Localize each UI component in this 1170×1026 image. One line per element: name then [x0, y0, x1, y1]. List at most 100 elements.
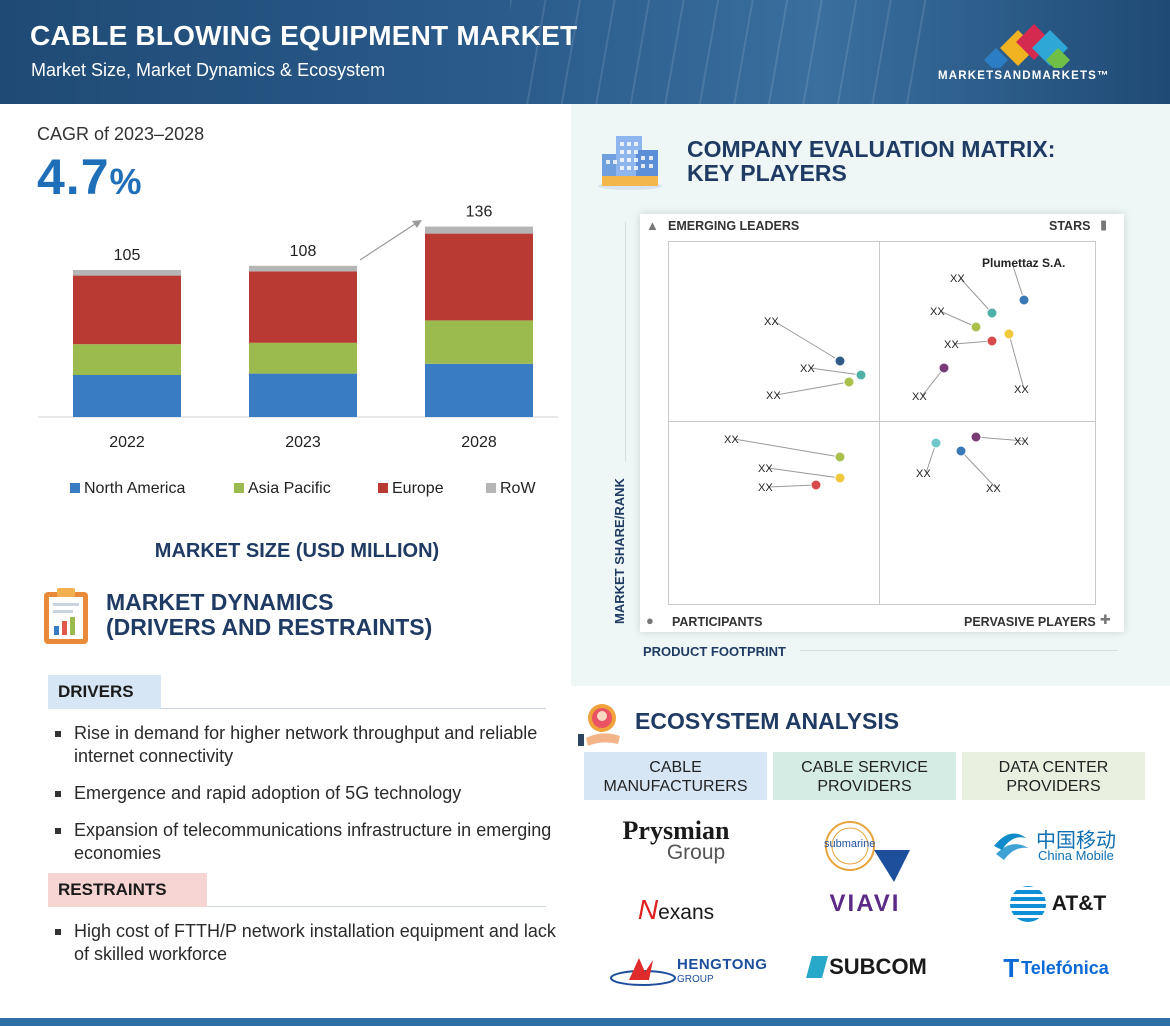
header-line: PROVIDERS: [817, 778, 912, 795]
bar-segment-europe: [73, 275, 181, 345]
company-dot: [843, 376, 855, 388]
bar-segment-europe: [425, 233, 533, 321]
cagr-unit: %: [109, 161, 143, 202]
bar-segment-asia-pacific: [73, 344, 181, 375]
nexans-wordmark: exans: [658, 901, 715, 924]
market-dynamics-title-line1: MARKET DYNAMICS: [106, 589, 334, 615]
drivers-list: Rise in demand for higher network throug…: [52, 722, 552, 879]
matrix-frame: [640, 214, 1124, 632]
subcom-mark-icon: [806, 956, 829, 978]
bar-segment-row: [249, 265, 357, 272]
bar-rank-icon: ▮: [1100, 217, 1108, 232]
att-globe-icon: [1009, 886, 1046, 922]
telefonica-t-icon: T: [1003, 953, 1020, 983]
bar-segment-asia-pacific: [425, 320, 533, 364]
quadrant-pervasive-players: PERVASIVE PLAYERS: [964, 615, 1096, 629]
legend-swatch: [378, 483, 388, 493]
leader-line: [733, 438, 841, 458]
submarine-emblem-icon: [825, 821, 910, 882]
company-label: XX: [764, 316, 779, 328]
leader-line: [953, 340, 993, 345]
prysmian-group-wordmark: Group: [666, 841, 726, 864]
matrix-title-line1: COMPANY EVALUATION MATRIX:: [687, 136, 1056, 162]
hengtong-wordmark: HENGTONG: [677, 956, 768, 973]
viavi-logo: VIAVI: [829, 890, 901, 917]
hengtong-logo: HENGTONG GROUP: [609, 952, 767, 992]
nexans-n-icon: N: [637, 894, 659, 925]
quadrant-stars: STARS: [1049, 219, 1091, 233]
bar-total-label: 136: [466, 204, 493, 221]
prysmian-logo: Prysmian Group: [620, 816, 732, 864]
x-axis-label: PRODUCT FOOTPRINT: [643, 644, 786, 659]
company-label: XX: [1014, 384, 1029, 396]
company-dot: [1018, 294, 1030, 306]
china-mobile-logo: 中国移动 China Mobile: [990, 822, 1120, 868]
leader-line: [975, 436, 1025, 442]
company-label: XX: [758, 482, 773, 494]
company-dot: [810, 479, 822, 491]
drivers-tag: DRIVERS: [48, 675, 161, 709]
page-title: CABLE BLOWING EQUIPMENT MARKET: [30, 20, 578, 51]
leader-line: [767, 484, 817, 488]
ecosystem-header-cable-service-providers: CABLE SERVICE PROVIDERS: [773, 752, 956, 800]
driver-item: Emergence and rapid adoption of 5G techn…: [52, 782, 552, 805]
growth-icon: ▲: [646, 218, 659, 233]
restraint-item: High cost of FTTH/P network installation…: [52, 920, 572, 966]
brand-logo[interactable]: MARKETSANDMARKETS™: [938, 18, 1138, 88]
bar-segment-north-america: [73, 375, 181, 417]
prysmian-wordmark: Prysmian: [622, 816, 730, 845]
category-label: 2028: [461, 434, 497, 451]
drivers-divider: [161, 708, 546, 709]
bar-segment-north-america: [425, 363, 533, 417]
hengtong-group-wordmark: GROUP: [677, 974, 714, 985]
company-dot: [938, 362, 950, 374]
header-line: CABLE SERVICE: [801, 759, 928, 776]
matrix-title-line2: KEY PLAYERS: [687, 160, 847, 186]
legend-swatch: [70, 483, 80, 493]
company-label: XX: [800, 363, 815, 375]
submarine-wordmark: submarine: [824, 838, 876, 850]
restraints-divider: [207, 906, 546, 907]
hengtong-emblem-icon: [610, 958, 676, 986]
company-label: XX: [912, 391, 927, 403]
y-axis-label: MARKET SHARE/RANK: [612, 478, 627, 624]
quadrant-emerging-leaders: EMERGING LEADERS: [668, 219, 800, 233]
telefonica-logo: T Telefónica: [994, 953, 1118, 984]
company-label: XX: [916, 468, 931, 480]
bottom-bar: [0, 1018, 1170, 1026]
page-subtitle: Market Size, Market Dynamics & Ecosystem: [31, 60, 386, 80]
market-size-chart: 105 2022 108 2023 136 2028 North America Asia P…: [38, 204, 558, 497]
driver-item: Expansion of telecommunications infrastr…: [52, 819, 552, 865]
leader-line: [775, 381, 850, 396]
telefonica-wordmark: Telefónica: [1021, 958, 1109, 978]
ecosystem-header-data-center-providers: DATA CENTER PROVIDERS: [962, 752, 1145, 800]
handshake-icon: [578, 704, 620, 746]
leader-line: [959, 277, 993, 314]
restraints-tag: RESTRAINTS: [48, 873, 207, 907]
leader-line: [1008, 333, 1025, 390]
legend-swatch: [234, 483, 244, 493]
bar-segment-row: [425, 226, 533, 234]
company-dot: [834, 472, 846, 484]
people-icon: ●: [646, 613, 654, 628]
company-dot: [930, 437, 942, 449]
leader-line: [773, 320, 841, 362]
clipboard-chart-icon: [44, 588, 88, 644]
company-label: XX: [766, 390, 781, 402]
subcom-logo: SUBCOM: [806, 954, 928, 980]
company-dot: [855, 369, 867, 381]
china-mobile-chinese-wordmark: 中国移动: [1036, 830, 1116, 852]
company-label: XX: [950, 273, 965, 285]
bar-total-label: 108: [290, 243, 317, 260]
china-mobile-wordmark: China Mobile: [1038, 848, 1114, 863]
category-label: 2023: [285, 434, 321, 451]
chart-title: MARKET SIZE (USD MILLION): [154, 540, 440, 562]
legend-label: Asia Pacific: [248, 480, 331, 497]
building-icon: [598, 136, 662, 190]
company-label: XX: [1014, 436, 1029, 448]
legend-label: North America: [84, 480, 185, 497]
company-dot: [970, 321, 982, 333]
quadrant-participants: PARTICIPANTS: [672, 615, 763, 629]
att-logo: AT&T: [1008, 886, 1108, 922]
company-dot: [834, 451, 846, 463]
